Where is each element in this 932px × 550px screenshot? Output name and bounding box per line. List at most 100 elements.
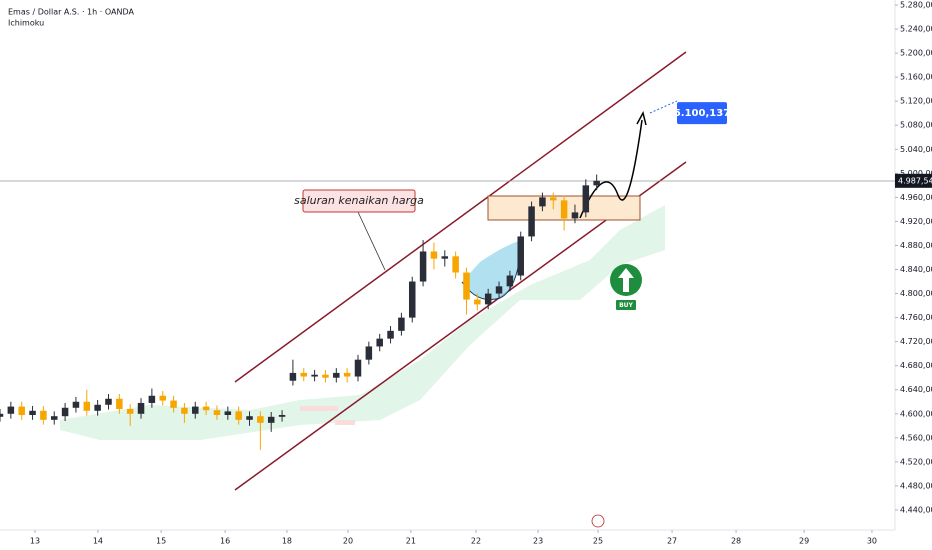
y-tick-label: 5.200,000 [900, 49, 932, 58]
candle-body [354, 359, 362, 377]
candle-body [528, 206, 535, 237]
candle-body [333, 372, 340, 378]
target-box [677, 102, 727, 125]
y-tick-label: 5.000,000 [900, 169, 932, 178]
candle-body [181, 407, 188, 414]
x-tick-label: 20 [343, 537, 353, 546]
candle-body [202, 406, 210, 411]
y-tick-label: 4.840,000 [900, 265, 932, 274]
chart-title: Emas / Dollar A.S. · 1h · OANDA [8, 8, 134, 17]
candle-body [484, 293, 492, 305]
x-tick-label: 18 [282, 537, 292, 546]
candle-body [0, 413, 4, 417]
last-price-marker [895, 173, 932, 188]
candle-body [506, 275, 514, 287]
candle-body [137, 402, 145, 414]
y-tick-label: 4.760,000 [900, 313, 932, 322]
annotation-leader [357, 211, 386, 271]
candle-body [593, 180, 600, 186]
y-tick-label: 5.080,000 [900, 121, 932, 130]
candle-body [539, 197, 546, 207]
candle-body [452, 256, 459, 273]
x-tick-label: 13 [30, 537, 40, 546]
candle-body [213, 410, 221, 415]
candle-body [159, 395, 166, 401]
candle-body [105, 398, 112, 405]
candle-body [192, 406, 199, 414]
y-tick-label: 4.920,000 [900, 217, 932, 226]
y-tick-label: 4.520,000 [900, 457, 932, 466]
candle-body [224, 411, 232, 415]
y-tick-label: 4.480,000 [900, 481, 932, 490]
candle-body [560, 200, 568, 219]
candle-body [408, 281, 416, 318]
candle-body [126, 408, 134, 414]
candle-body [517, 236, 524, 276]
y-tick-label: 5.120,000 [900, 97, 932, 106]
x-tick-label: 28 [731, 537, 741, 546]
events-icon [591, 514, 605, 528]
y-tick-label: 5.280,000 [900, 0, 932, 9]
candle-body [398, 317, 405, 331]
y-tick-label: 4.600,000 [900, 409, 932, 418]
last-price-label: 4.987,545 [898, 176, 932, 185]
x-tick-label: 14 [93, 537, 103, 546]
y-tick-label: 4.560,000 [900, 433, 932, 442]
candle-body [419, 251, 427, 282]
x-tick-label: 25 [593, 537, 603, 546]
y-tick-label: 5.040,000 [900, 145, 932, 154]
y-tick-label: 4.720,000 [900, 337, 932, 346]
annotation-box [302, 189, 416, 213]
candle-body [311, 374, 318, 377]
candle-body [278, 414, 286, 417]
candle-body [322, 374, 329, 378]
candle-body [83, 401, 91, 411]
x-tick-label: 27 [667, 537, 677, 546]
ichimoku-cloud-bear [300, 406, 338, 411]
candle-body [7, 406, 15, 414]
buy-label: BUY [619, 302, 633, 309]
target-label: 5.100,137 [674, 108, 730, 119]
candle-body [170, 400, 177, 408]
buy-badge [616, 300, 636, 310]
candle-body [365, 346, 373, 360]
x-tick-label: 16 [220, 537, 230, 546]
indicator-name: Ichimoku [8, 19, 44, 28]
arrow-head [636, 110, 647, 126]
candle-body [29, 410, 36, 415]
x-tick-label: 23 [533, 537, 543, 546]
candle-body [582, 185, 590, 213]
candle-body [343, 372, 351, 377]
candle-body [571, 212, 579, 219]
projection-arrow [579, 119, 643, 219]
x-tick-label: 30 [867, 537, 877, 546]
candle-body [289, 372, 297, 381]
x-tick-label: 22 [471, 537, 481, 546]
y-tick-label: 5.240,000 [900, 25, 932, 34]
candle-body [116, 398, 123, 409]
candle-body [50, 416, 58, 420]
candle-body [550, 197, 557, 201]
candle-body [257, 416, 264, 423]
candle-body [387, 330, 394, 339]
candle-body [300, 372, 308, 377]
y-tick-label: 4.680,000 [900, 361, 932, 370]
ichimoku-cloud-bear [335, 420, 355, 425]
y-tick-label: 4.440,000 [900, 505, 932, 514]
candle-body [463, 272, 470, 300]
x-tick-label: 29 [799, 537, 809, 546]
candle-body [72, 401, 80, 408]
candle-body [40, 410, 47, 420]
candle-body [246, 416, 253, 420]
buy-arrow [618, 268, 634, 292]
candle-body [441, 256, 449, 259]
y-tick-label: 4.960,000 [900, 193, 932, 202]
candle-body [94, 404, 101, 411]
x-tick-label: 15 [156, 537, 166, 546]
ichimoku-cloud [60, 205, 665, 440]
y-tick-label: 4.640,000 [900, 385, 932, 394]
candle-body [376, 338, 383, 347]
target-leader [649, 100, 678, 114]
x-tick-label: 21 [406, 537, 416, 546]
